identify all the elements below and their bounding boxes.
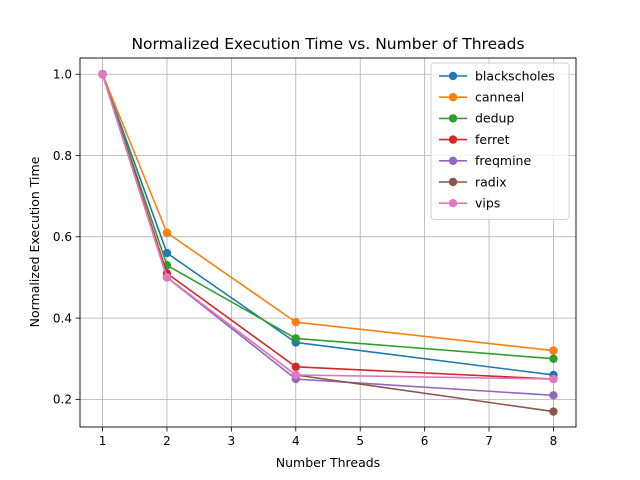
x-axis-ticks: 1 2 3 4 5 6 7 8	[99, 427, 558, 448]
data-point	[549, 346, 558, 355]
series-vips	[98, 70, 558, 384]
series-lines	[98, 70, 558, 416]
x-tick-label: 7	[485, 434, 493, 448]
legend-label: freqmine	[475, 153, 531, 168]
x-tick-label: 6	[421, 434, 429, 448]
data-point	[98, 70, 107, 79]
data-point	[162, 248, 172, 258]
data-point	[291, 370, 300, 380]
data-point	[291, 317, 300, 327]
x-tick-label: 5	[356, 434, 364, 448]
legend-box	[430, 62, 570, 220]
x-tick-label: 4	[292, 434, 300, 448]
legend-marker	[448, 114, 458, 123]
data-point	[162, 273, 172, 282]
data-point	[549, 354, 558, 363]
x-tick-label: 3	[228, 434, 236, 448]
x-tick-label: 2	[163, 434, 171, 448]
legend-marker	[448, 156, 458, 165]
series-line	[101, 74, 554, 380]
chart-title: Normalized Execution Time vs. Number of …	[131, 35, 524, 53]
data-point	[291, 362, 300, 372]
legend-marker	[448, 135, 458, 144]
legend-item-vips: vips	[439, 196, 500, 211]
legend-label: vips	[475, 196, 500, 211]
y-tick-label: 0.2	[53, 393, 72, 407]
legend-item-dedup: dedup	[439, 111, 514, 126]
legend: blackscholes canneal dedup ferret freqmine ra…	[430, 62, 570, 220]
series-line	[101, 73, 554, 352]
legend-label: ferret	[475, 132, 510, 147]
legend-item-blackscholes: blackscholes	[439, 68, 555, 83]
series-line	[101, 73, 554, 376]
series-line	[101, 74, 554, 360]
legend-item-ferret: ferret	[439, 132, 510, 147]
legend-marker	[448, 71, 458, 81]
plot-frame	[79, 57, 577, 428]
legend-item-radix: radix	[439, 174, 507, 189]
legend-label: dedup	[475, 111, 514, 126]
x-tick-label: 8	[550, 434, 558, 448]
y-axis-label: Normalized Execution Time	[27, 156, 42, 327]
legend-item-freqmine: freqmine	[439, 153, 531, 168]
data-point	[549, 374, 558, 384]
data-point	[291, 334, 300, 343]
y-tick-label: 0.4	[53, 311, 72, 325]
legend-item-canneal: canneal	[439, 90, 524, 105]
legend-marker	[448, 177, 458, 187]
y-tick-label: 0.8	[53, 149, 72, 163]
data-point	[162, 228, 172, 237]
data-point	[549, 391, 558, 400]
data-point	[549, 407, 558, 416]
legend-label: radix	[475, 174, 507, 189]
legend-marker	[448, 199, 458, 208]
x-axis-label: Number Threads	[276, 455, 380, 470]
y-tick-label: 0.6	[53, 230, 72, 244]
legend-marker	[448, 93, 458, 102]
y-tick-label: 1.0	[53, 68, 72, 82]
legend-label: blackscholes	[475, 68, 555, 83]
y-axis-ticks: 0.2 0.4 0.6 0.8 1.0	[53, 68, 80, 407]
legend-label: canneal	[475, 90, 524, 105]
x-tick-label: 1	[99, 434, 107, 448]
